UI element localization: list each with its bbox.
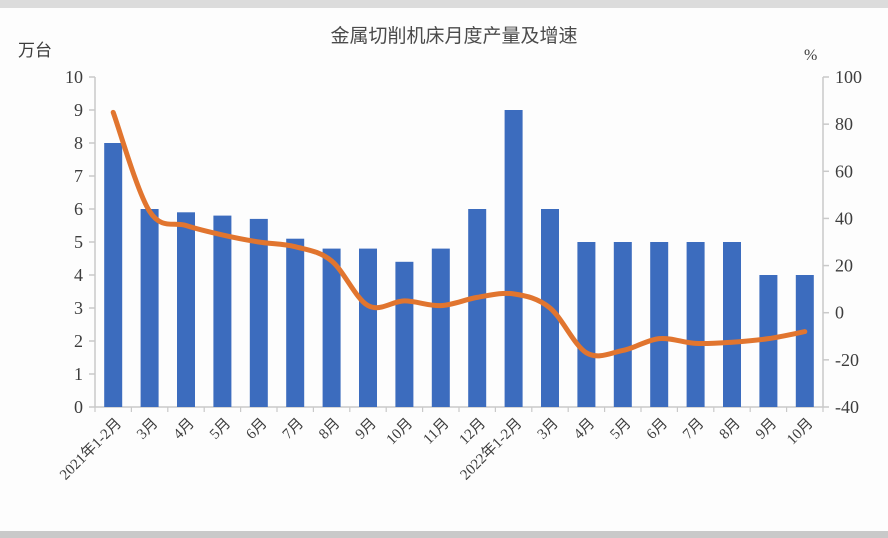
x-axis-label: 6月 [644, 416, 671, 443]
left-axis-unit-label: 万台 [18, 41, 52, 60]
left-axis-tick-label: 1 [74, 364, 83, 384]
right-axis-tick-label: 80 [835, 114, 853, 134]
growth-line [110, 109, 808, 359]
production-bar [577, 242, 596, 407]
right-axis-tick-label: 40 [835, 208, 853, 228]
right-axis-tick-label: 60 [835, 161, 853, 181]
production-bar [613, 242, 632, 407]
x-axis-label: 6月 [243, 416, 270, 443]
production-bar [213, 215, 232, 407]
x-axis-label: 12月 [456, 416, 489, 449]
x-axis-label: 10月 [384, 416, 417, 449]
chart-title: 金属切削机床月度产量及增速 [330, 25, 577, 47]
x-axis-label: 9月 [753, 416, 780, 443]
right-axis-unit-label: % [804, 47, 817, 64]
x-axis-label: 8月 [717, 416, 744, 443]
x-axis-label: 11月 [420, 416, 452, 448]
production-bar [104, 143, 123, 407]
x-axis-label: 7月 [680, 416, 707, 443]
production-bar [286, 238, 305, 407]
production-bar [395, 261, 414, 407]
x-axis-label: 3月 [535, 416, 562, 443]
left-axis-tick-label: 7 [74, 166, 83, 186]
production-bar [795, 275, 814, 407]
top-border [0, 0, 888, 8]
left-axis-tick-label: 10 [65, 67, 83, 87]
right-axis-tick-label: 20 [835, 256, 853, 276]
production-bar [468, 209, 487, 407]
left-axis-tick-label: 6 [74, 199, 83, 219]
x-axis-label: 5月 [607, 416, 634, 443]
right-axis-tick-label: 100 [835, 67, 862, 87]
left-axis-tick-label: 3 [74, 298, 83, 318]
right-axis-tick-label: 0 [835, 303, 844, 323]
production-bar [431, 248, 450, 407]
x-axis-label: 2021年1-2月 [56, 415, 125, 484]
production-bar [723, 242, 741, 407]
production-bar [650, 242, 669, 407]
left-axis-tick-label: 2 [74, 331, 83, 351]
left-axis-tick-label: 5 [74, 232, 83, 252]
right-axis-tick-label: -20 [835, 350, 859, 370]
production-bar [504, 110, 523, 407]
x-axis-label: 9月 [353, 416, 380, 443]
right-axis-tick-label: -40 [835, 397, 859, 417]
x-axis-label: 5月 [207, 416, 234, 443]
production-bar [140, 209, 159, 407]
x-axis-label: 4月 [171, 416, 198, 443]
x-axis-label: 8月 [316, 416, 343, 443]
left-axis-tick-label: 0 [74, 397, 83, 417]
production-bar [359, 248, 377, 407]
x-axis-label: 4月 [571, 416, 598, 443]
left-axis-tick-label: 4 [74, 265, 83, 285]
x-axis-label: 7月 [280, 416, 307, 443]
production-bar [686, 242, 705, 407]
x-axis-label: 10月 [784, 416, 817, 449]
bottom-border [0, 531, 888, 538]
left-axis-tick-label: 8 [74, 133, 83, 153]
left-axis-tick-label: 9 [74, 100, 83, 120]
production-bar [177, 212, 195, 407]
production-bar [322, 248, 341, 407]
x-axis-label: 3月 [134, 416, 161, 443]
production-bar [249, 218, 268, 407]
